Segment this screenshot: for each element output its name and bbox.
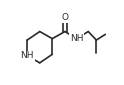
Text: NH: NH [70, 34, 83, 43]
Text: O: O [61, 13, 68, 22]
Text: NH: NH [20, 51, 34, 60]
